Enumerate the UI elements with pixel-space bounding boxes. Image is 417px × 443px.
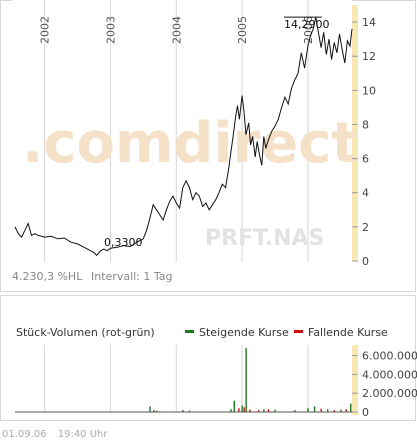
price-y-tick-label: 6 — [362, 153, 369, 166]
price-y-axis-band — [352, 5, 358, 261]
volume-bar-up — [155, 410, 158, 412]
volume-bars — [149, 348, 352, 412]
legend-up-label: Steigende Kurse — [199, 326, 289, 339]
volume-bar-down — [238, 408, 240, 412]
interval-label: Intervall: 1 Tag — [91, 270, 173, 283]
volume-panel-frame — [0, 295, 416, 421]
legend-up-swatch — [185, 330, 194, 333]
volume-bar-up — [274, 409, 276, 412]
price-plot-bg — [12, 0, 352, 262]
price-chart: .comdirect PRFT.NAS 2002 2003 2004 2005 2006… — [0, 0, 416, 292]
volume-bar-down — [243, 407, 245, 412]
volume-bar-up — [182, 409, 184, 412]
symbol-watermark: PRFT.NAS — [205, 226, 324, 251]
price-y-tick-label: 8 — [362, 118, 369, 131]
price-y-tick-label: 0 — [362, 255, 369, 268]
volume-bar-down — [257, 410, 260, 412]
volume-bar-down — [188, 410, 191, 412]
volume-bar-down — [320, 408, 322, 412]
price-x-tick-label: 2003 — [104, 16, 117, 44]
volume-bar-up — [230, 409, 232, 412]
price-y-tick-label: 12 — [362, 50, 376, 63]
price-x-tick-label: 2004 — [170, 16, 183, 44]
volume-y-tick-label: 4.000.000 — [362, 368, 417, 381]
footer-time: 19:40 Uhr — [57, 429, 108, 440]
price-y-tick-label: 14 — [362, 16, 376, 29]
volume-y-ticks: 0 2.000.000 4.000.000 6.000.000 — [352, 350, 417, 419]
high-label: 14,2900 — [284, 18, 330, 31]
volume-y-tick-label: 2.000.000 — [362, 387, 417, 400]
footer: 01.09.06 19:40 Uhr — [2, 429, 107, 440]
performance-label: 4.230,3 %HL — [12, 270, 83, 283]
price-watermark: .comdirect — [22, 111, 358, 176]
footer-date: 01.09.06 — [2, 429, 47, 440]
price-y-tick-label: 2 — [362, 221, 369, 234]
volume-bar-down — [267, 409, 270, 412]
volume-bar-up — [313, 406, 316, 412]
volume-bar-down — [345, 409, 347, 412]
volume-bar-down — [153, 410, 155, 412]
price-grid — [44, 0, 309, 262]
low-label: 0,3300 — [104, 236, 143, 249]
volume-bar-up — [149, 406, 151, 412]
price-y-tick-label: 10 — [362, 84, 376, 97]
price-x-tick-label: 2006 — [302, 16, 315, 44]
legend-down-swatch — [294, 330, 303, 333]
volume-bar-up — [294, 410, 296, 412]
volume-y-tick-label: 6.000.000 — [362, 350, 417, 363]
volume-y-tick-label: 0 — [362, 406, 369, 419]
volume-bar-up — [350, 403, 352, 412]
price-y-ticks: 0 2 4 6 8 10 12 14 — [352, 16, 376, 268]
volume-bar-up — [241, 405, 243, 412]
volume-bar-up — [307, 408, 309, 412]
volume-bar-up — [340, 409, 342, 412]
volume-bar-up — [245, 348, 247, 412]
volume-bar-down — [249, 409, 251, 412]
price-x-tick-label: 2005 — [236, 16, 249, 44]
price-y-tick-label: 4 — [362, 187, 369, 200]
legend-down-label: Fallende Kurse — [308, 326, 388, 339]
volume-bar-up — [263, 409, 265, 412]
volume-grid — [44, 345, 309, 412]
volume-y-axis-band — [352, 345, 358, 415]
price-line — [14, 16, 353, 257]
volume-title: Stück-Volumen (rot-grün) — [16, 326, 155, 339]
volume-bar-down — [333, 410, 336, 412]
price-x-tick-label: 2002 — [39, 16, 52, 44]
volume-bar-up — [233, 400, 235, 412]
price-x-ticks: 2002 2003 2004 2005 2006 — [39, 16, 315, 44]
volume-chart: Stück-Volumen (rot-grün) Steigende Kurse… — [0, 295, 417, 421]
volume-bar-up — [327, 409, 329, 412]
